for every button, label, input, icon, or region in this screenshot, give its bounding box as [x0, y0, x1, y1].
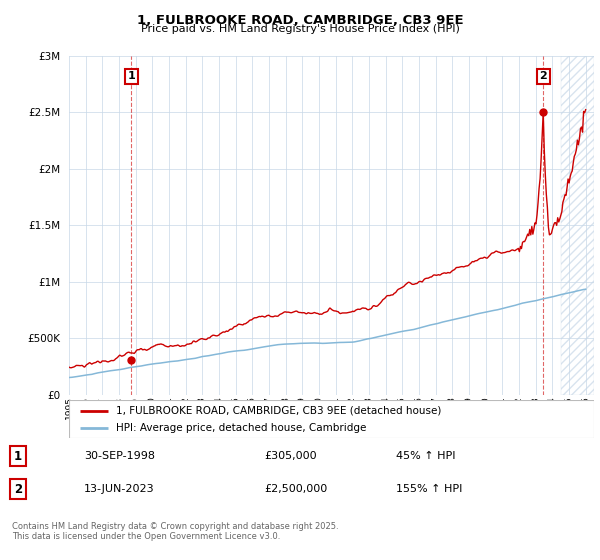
Text: 1: 1: [128, 71, 136, 81]
Text: HPI: Average price, detached house, Cambridge: HPI: Average price, detached house, Camb…: [116, 423, 367, 433]
Text: £2,500,000: £2,500,000: [264, 484, 327, 494]
Text: Contains HM Land Registry data © Crown copyright and database right 2025.
This d: Contains HM Land Registry data © Crown c…: [12, 522, 338, 542]
Text: 1: 1: [14, 450, 22, 463]
Text: Price paid vs. HM Land Registry's House Price Index (HPI): Price paid vs. HM Land Registry's House …: [140, 24, 460, 34]
Text: 1, FULBROOKE ROAD, CAMBRIDGE, CB3 9EE: 1, FULBROOKE ROAD, CAMBRIDGE, CB3 9EE: [137, 14, 463, 27]
Text: 1, FULBROOKE ROAD, CAMBRIDGE, CB3 9EE (detached house): 1, FULBROOKE ROAD, CAMBRIDGE, CB3 9EE (d…: [116, 405, 442, 416]
Text: £305,000: £305,000: [264, 451, 317, 461]
Text: 2: 2: [14, 483, 22, 496]
Text: 2: 2: [539, 71, 547, 81]
Text: 30-SEP-1998: 30-SEP-1998: [84, 451, 155, 461]
Text: 155% ↑ HPI: 155% ↑ HPI: [396, 484, 463, 494]
Text: 13-JUN-2023: 13-JUN-2023: [84, 484, 155, 494]
Text: 45% ↑ HPI: 45% ↑ HPI: [396, 451, 455, 461]
